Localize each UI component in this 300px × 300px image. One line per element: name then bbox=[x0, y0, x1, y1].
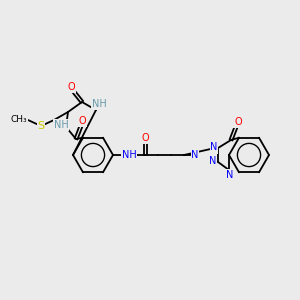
Text: N: N bbox=[210, 142, 218, 152]
Text: O: O bbox=[141, 133, 149, 143]
Text: CH₃: CH₃ bbox=[11, 115, 27, 124]
Text: S: S bbox=[38, 121, 45, 131]
Text: NH: NH bbox=[122, 150, 136, 160]
Text: N: N bbox=[225, 170, 233, 180]
Text: N: N bbox=[226, 170, 234, 180]
Text: O: O bbox=[234, 117, 242, 127]
Text: N: N bbox=[209, 156, 217, 166]
Text: N: N bbox=[191, 150, 199, 160]
Text: NH: NH bbox=[54, 120, 68, 130]
Text: O: O bbox=[78, 116, 86, 126]
Text: O: O bbox=[67, 82, 75, 92]
Text: N: N bbox=[210, 143, 218, 153]
Text: N: N bbox=[209, 157, 217, 167]
Text: NH: NH bbox=[92, 99, 106, 109]
